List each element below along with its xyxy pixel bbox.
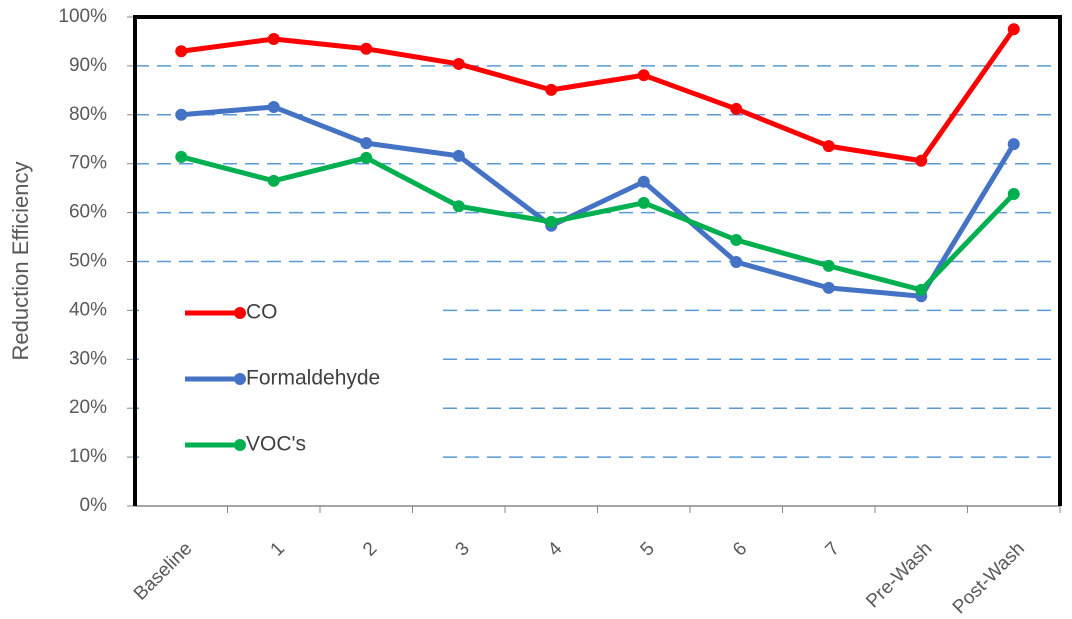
legend: CO Formaldehyde VOC's (139, 295, 439, 482)
data-point (452, 57, 465, 70)
data-point (730, 255, 743, 268)
data-point (360, 42, 373, 55)
data-point (637, 196, 650, 209)
legend-background (139, 295, 439, 482)
data-point (822, 259, 835, 272)
data-point (1007, 23, 1020, 36)
data-point (452, 149, 465, 162)
data-point (545, 215, 558, 228)
y-tick-label: 60% (69, 202, 107, 223)
x-tick-label: 2 (359, 538, 381, 560)
x-tick-label: Post-Wash (949, 538, 1029, 618)
x-tick-label: 6 (729, 538, 751, 560)
y-tick-label: 10% (69, 446, 107, 467)
legend-marker (234, 439, 246, 451)
x-tick-label: 7 (822, 538, 844, 560)
series-line (181, 104, 1016, 299)
data-point (915, 154, 928, 167)
plot-border (133, 15, 1062, 506)
y-tick-label: 80% (69, 104, 107, 125)
y-tick-label: 40% (69, 299, 107, 320)
y-tick-label: 0% (80, 495, 108, 516)
data-point (452, 200, 465, 213)
data-point (360, 137, 373, 150)
data-point (1007, 188, 1020, 201)
data-point (175, 45, 188, 58)
legend-marker (234, 307, 246, 319)
x-tick-label: 5 (637, 538, 659, 560)
x-tick-label: 1 (267, 538, 289, 560)
data-point (730, 233, 743, 246)
data-point (915, 283, 928, 296)
data-point (1007, 138, 1020, 151)
y-tick-label: 100% (58, 6, 107, 27)
legend-marker (234, 373, 246, 385)
data-point (175, 150, 188, 163)
series-line (180, 27, 1016, 164)
data-point (637, 69, 650, 82)
data-point (267, 33, 280, 46)
y-tick-label: 90% (69, 55, 107, 76)
y-tick-label: 20% (69, 397, 107, 418)
data-point (267, 100, 280, 113)
data-point (360, 151, 373, 164)
legend-label: Formaldehyde (246, 367, 380, 390)
y-tick-label: 50% (69, 251, 107, 272)
y-axis-label: Reduction Efficiency (8, 162, 33, 361)
x-tick-label: Pre-Wash (862, 538, 936, 612)
data-point (822, 140, 835, 153)
data-point (822, 281, 835, 294)
x-tick-label: 4 (544, 538, 567, 561)
legend-label: CO (246, 301, 278, 324)
data-point (637, 175, 650, 188)
y-tick-label: 30% (69, 348, 107, 369)
legend-label: VOC's (246, 433, 306, 456)
data-point (175, 108, 188, 121)
y-tick-label: 70% (69, 153, 107, 174)
data-point (545, 83, 558, 96)
data-point (730, 102, 743, 115)
x-tick-label: 3 (452, 538, 474, 560)
x-tick-label: Baseline (130, 538, 196, 604)
series-line (180, 154, 1016, 293)
data-point (267, 174, 280, 187)
